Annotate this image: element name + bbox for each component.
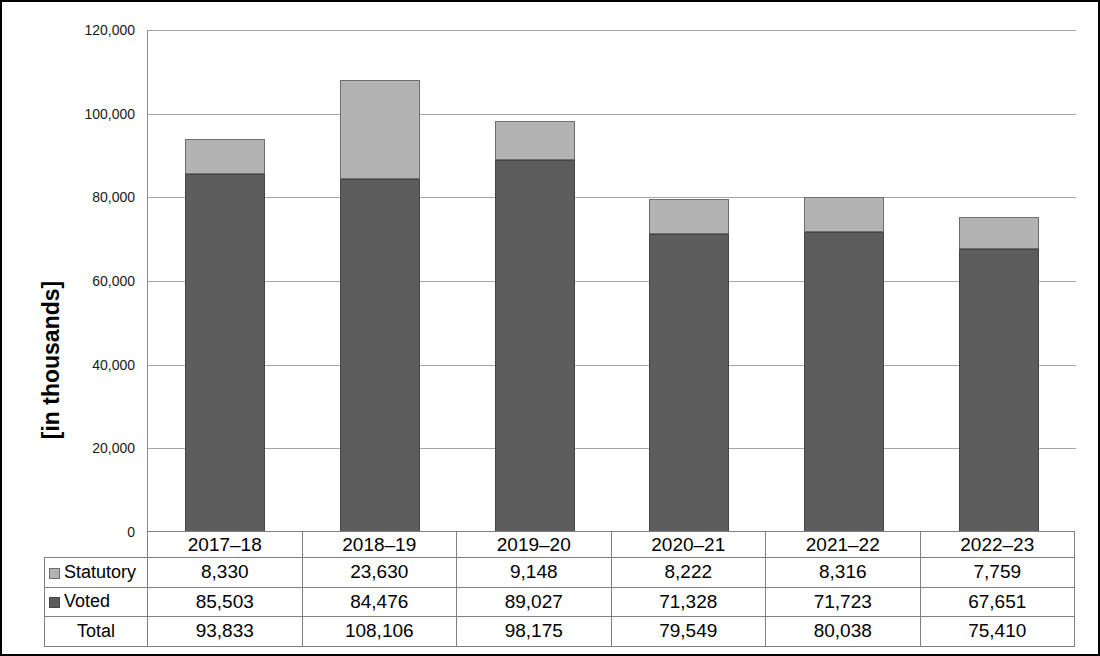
table-row-statutory: Statutory8,33023,6309,1488,2228,3167,759 (45, 558, 1075, 588)
y-tick-label: 60,000 (2, 273, 135, 289)
table-cell: 9,148 (457, 558, 612, 588)
category-header: 2022–23 (920, 532, 1075, 558)
bar-segment-statutory-2017–18 (185, 139, 265, 174)
bar-segment-statutory-2019–20 (495, 121, 575, 159)
category-header: 2020–21 (611, 532, 766, 558)
category-header: 2021–22 (766, 532, 921, 558)
data-table: 2017–182018–192019–202020–212021–222022–… (44, 531, 1075, 647)
bar-segment-voted-2017–18 (185, 174, 265, 532)
y-tick-label: 120,000 (2, 22, 135, 38)
table-cell: 108,106 (302, 617, 457, 647)
bar-segment-statutory-2018–19 (340, 80, 420, 179)
table-corner-spacer (45, 532, 148, 558)
gridline (148, 197, 1076, 198)
y-tick-label: 40,000 (2, 357, 135, 373)
bar-segment-statutory-2020–21 (649, 199, 729, 233)
row-label-statutory: Statutory (45, 558, 148, 588)
table-cell: 67,651 (920, 587, 1075, 617)
row-label-total: Total (45, 617, 148, 647)
table-cell: 85,503 (148, 587, 303, 617)
table-header-row: 2017–182018–192019–202020–212021–222022–… (45, 532, 1075, 558)
data-table-wrap: 2017–182018–192019–202020–212021–222022–… (44, 531, 1075, 647)
table-cell: 75,410 (920, 617, 1075, 647)
table-cell: 8,330 (148, 558, 303, 588)
table-row-voted: Voted85,50384,47689,02771,32871,72367,65… (45, 587, 1075, 617)
table-cell: 7,759 (920, 558, 1075, 588)
category-header: 2018–19 (302, 532, 457, 558)
table-cell: 71,723 (766, 587, 921, 617)
y-tick-label: 100,000 (2, 106, 135, 122)
category-header: 2019–20 (457, 532, 612, 558)
y-tick-label: 20,000 (2, 440, 135, 456)
gridline (148, 114, 1076, 115)
gridline (148, 365, 1076, 366)
gridline (148, 30, 1076, 31)
bar-segment-voted-2022–23 (959, 249, 1039, 532)
table-cell: 23,630 (302, 558, 457, 588)
table-cell: 98,175 (457, 617, 612, 647)
table-cell: 71,328 (611, 587, 766, 617)
table-cell: 79,549 (611, 617, 766, 647)
table-cell: 93,833 (148, 617, 303, 647)
table-cell: 8,222 (611, 558, 766, 588)
row-label-voted: Voted (45, 587, 148, 617)
table-cell: 89,027 (457, 587, 612, 617)
chart-frame: [in thousands] 020,00040,00060,00080,000… (0, 0, 1100, 656)
table-cell: 84,476 (302, 587, 457, 617)
bar-segment-voted-2018–19 (340, 179, 420, 532)
bar-segment-voted-2020–21 (649, 234, 729, 532)
y-tick-label: 80,000 (2, 189, 135, 205)
table-cell: 8,316 (766, 558, 921, 588)
gridline (148, 448, 1076, 449)
bar-segment-voted-2019–20 (495, 160, 575, 532)
bar-segment-statutory-2021–22 (804, 197, 884, 232)
table-row-total: Total93,833108,10698,17579,54980,03875,4… (45, 617, 1075, 647)
bar-segment-voted-2021–22 (804, 232, 884, 532)
category-header: 2017–18 (148, 532, 303, 558)
bar-segment-statutory-2022–23 (959, 217, 1039, 249)
table-cell: 80,038 (766, 617, 921, 647)
voted-legend-icon (49, 597, 60, 608)
statutory-legend-icon (49, 568, 60, 579)
plot-area (147, 30, 1076, 532)
gridline (148, 281, 1076, 282)
